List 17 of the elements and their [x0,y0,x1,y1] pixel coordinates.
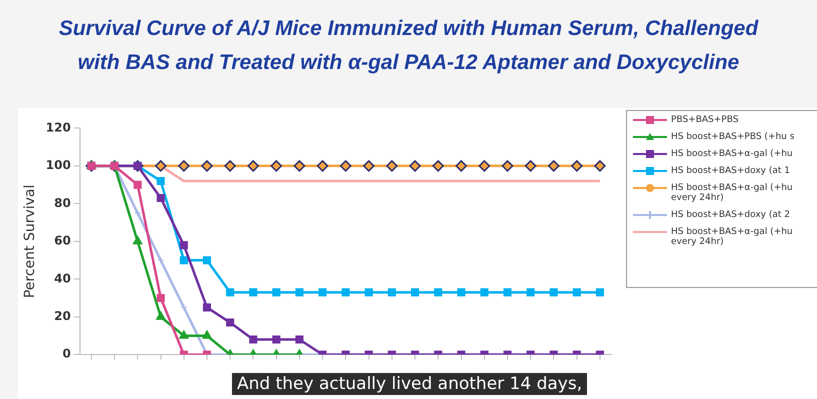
chart-title: Survival Curve of A/J Mice Immunized with Human Serum, Challenged with BAS and Treated with α-gal PAA-12 Aptamer and Doxycycline [58,16,760,76]
y-tick-label: 40 [54,271,71,286]
legend-label: PBS+BAS+PBS [671,115,740,125]
y-tick-label: 100 [46,158,71,172]
y-tick-label: 120 [46,120,71,134]
y-axis-title: Percent Survival [22,184,38,298]
legend-label: HS boost+BAS+α-gal (+hu [671,149,794,159]
legend-label: HS boost+BAS+α-gal (+hu every 24hr) [671,183,794,203]
y-tick-label: 20 [54,308,71,323]
y-tick-label: 80 [54,196,71,210]
legend-label: HS boost+BAS+PBS (+hu s [671,132,796,142]
y-tick-label: 60 [54,234,71,248]
y-tick-label: 0 [62,346,71,361]
legend-label: HS boost+BAS+doxy (at 1 [671,166,792,176]
legend-label: HS boost+BAS+α-gal (+hu every 24hr) [671,227,794,247]
text: And they actually lived another 14 days, [232,373,588,395]
legend-label: HS boost+BAS+doxy (at 2 [671,210,792,220]
